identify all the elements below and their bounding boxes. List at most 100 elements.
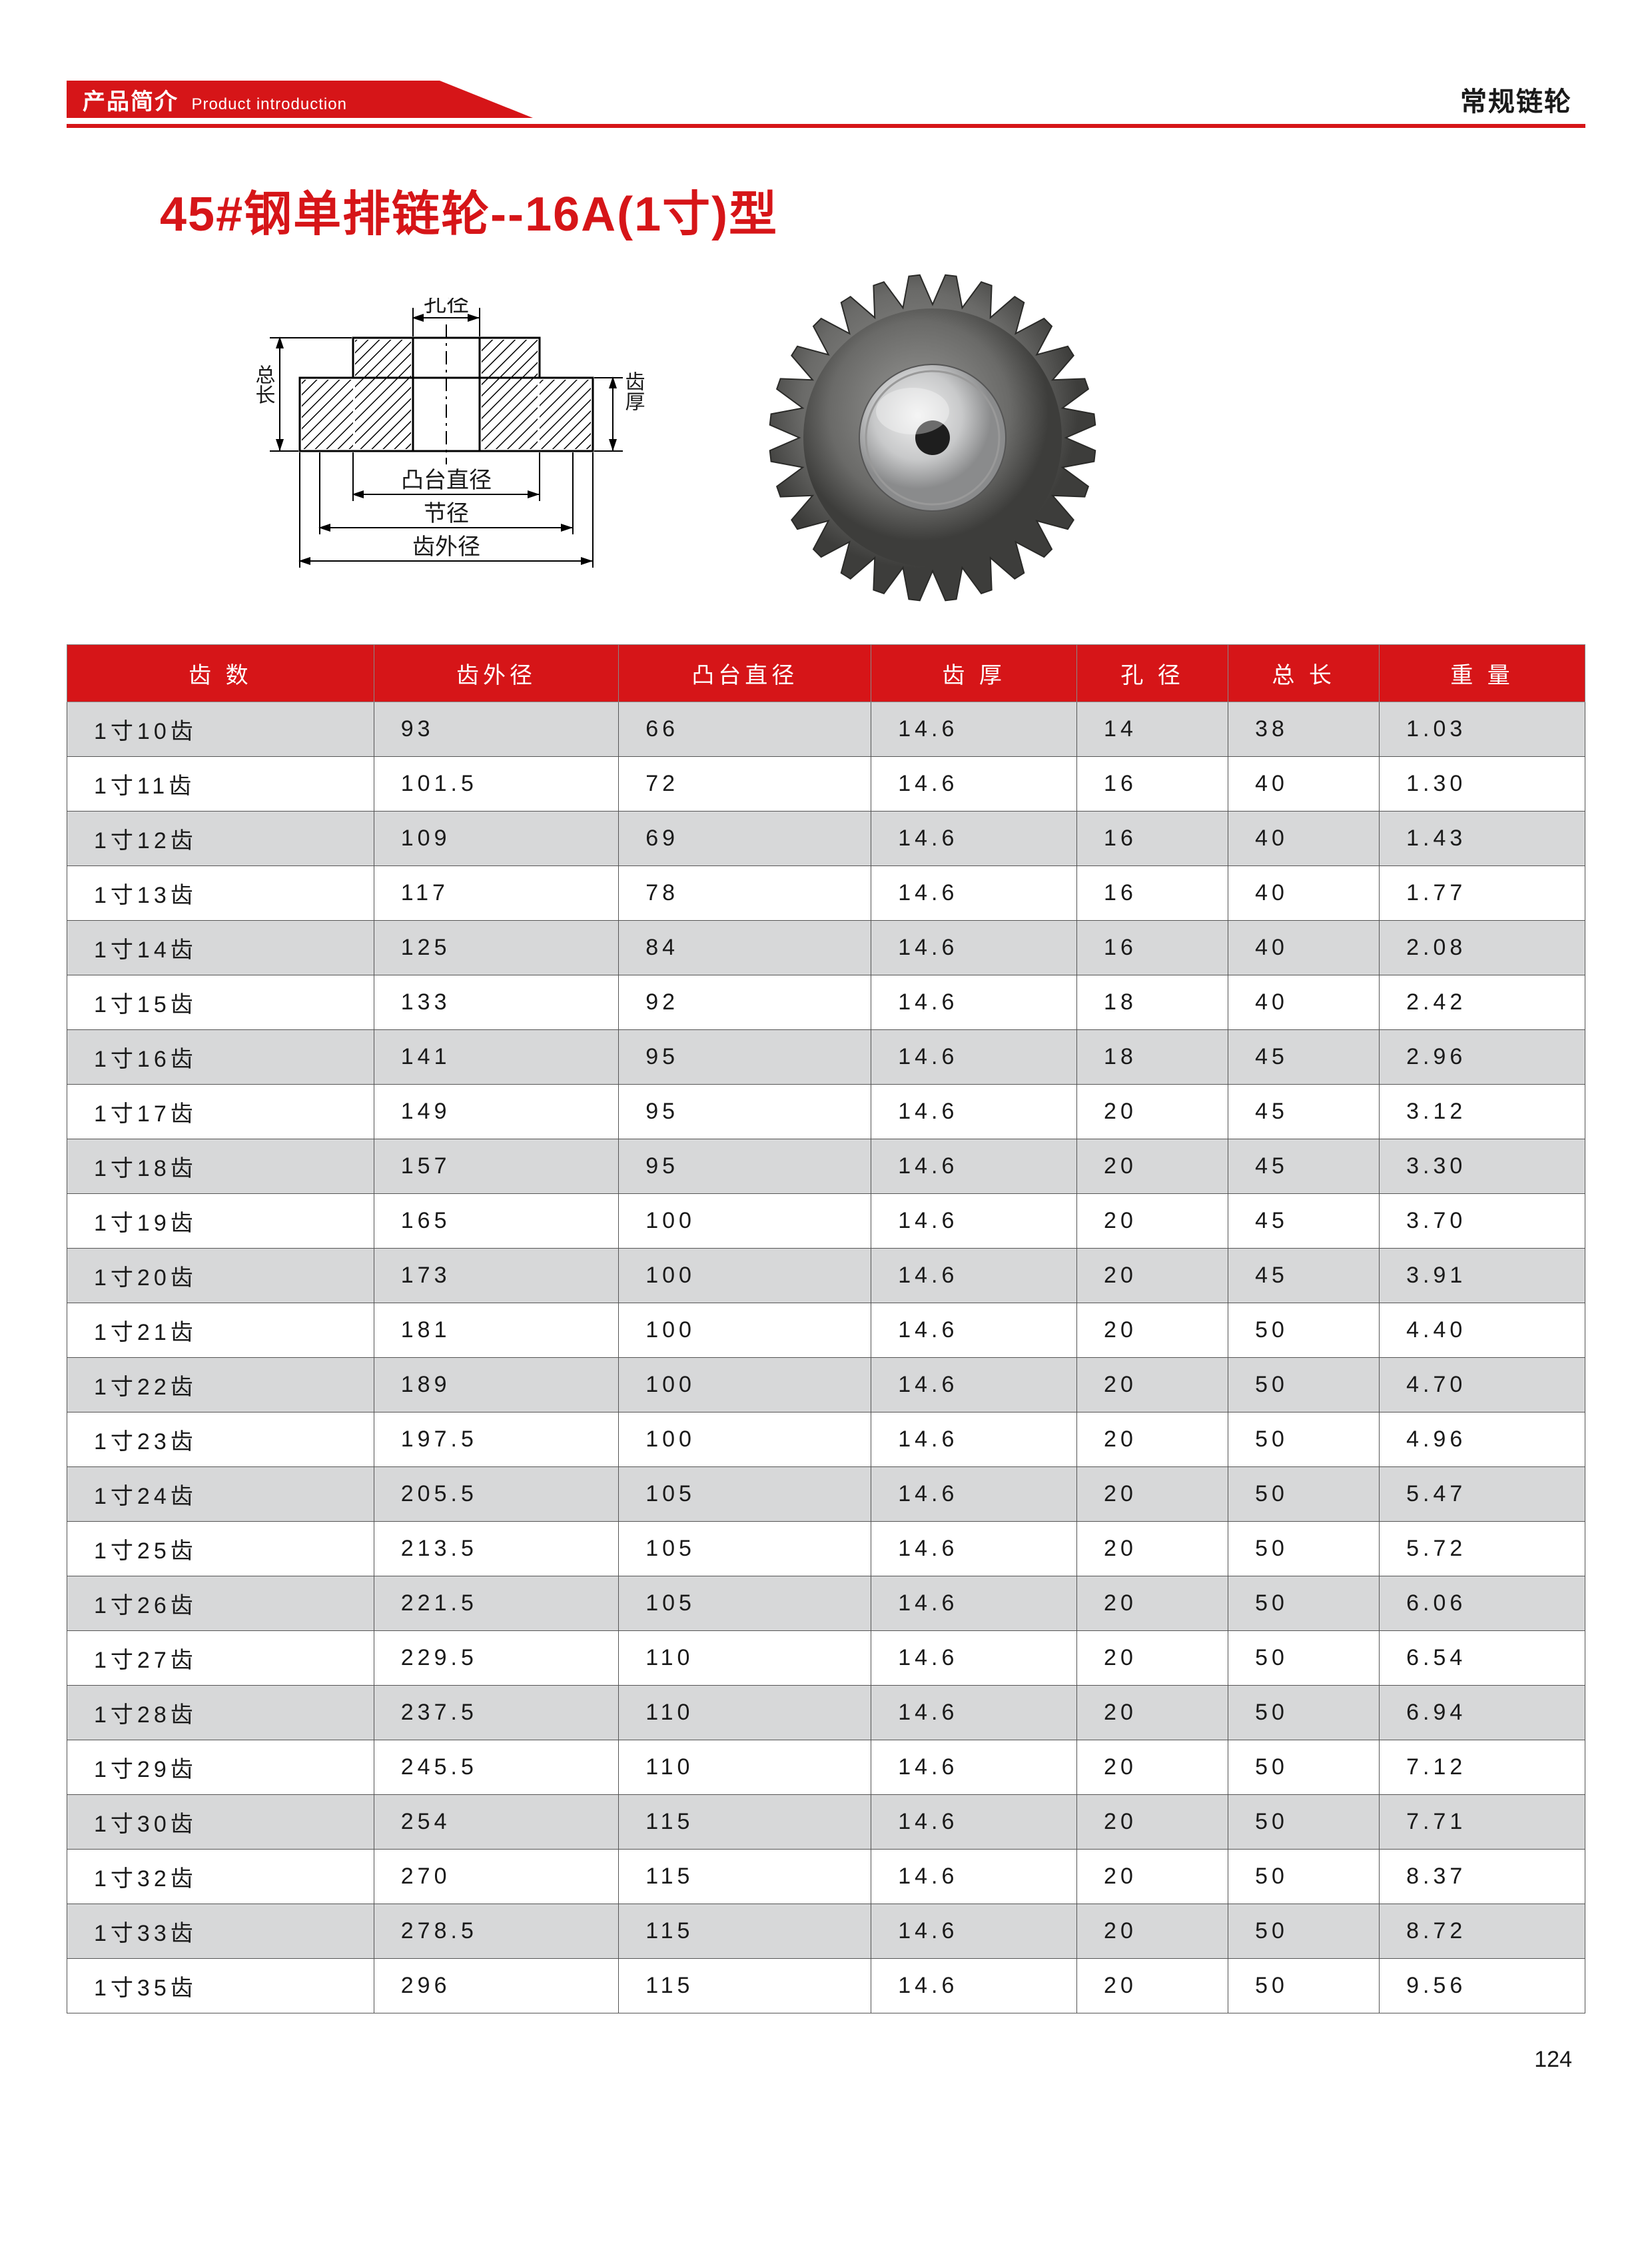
table-row: 1寸21齿18110014.620504.40 [67, 1303, 1585, 1358]
table-cell: 3.12 [1380, 1085, 1585, 1139]
table-cell: 1寸27齿 [67, 1631, 374, 1686]
table-cell: 20 [1077, 1959, 1228, 2013]
table-cell: 50 [1228, 1795, 1380, 1850]
table-cell: 205.5 [374, 1467, 618, 1522]
table-cell: 109 [374, 812, 618, 866]
table-cell: 173 [374, 1249, 618, 1303]
table-cell: 2.08 [1380, 921, 1585, 975]
table-cell: 20 [1077, 1522, 1228, 1576]
table-cell: 45 [1228, 1249, 1380, 1303]
table-cell: 50 [1228, 1959, 1380, 2013]
table-cell: 1寸16齿 [67, 1030, 374, 1085]
table-cell: 20 [1077, 1686, 1228, 1740]
table-cell: 50 [1228, 1522, 1380, 1576]
table-cell: 100 [619, 1249, 871, 1303]
table-cell: 1寸32齿 [67, 1850, 374, 1904]
table-cell: 14.6 [871, 1249, 1077, 1303]
table-cell: 14.6 [871, 1303, 1077, 1358]
table-cell: 50 [1228, 1467, 1380, 1522]
table-cell: 8.72 [1380, 1904, 1585, 1959]
label-tooth-thick: 齿厚 [622, 371, 645, 411]
table-row: 1寸28齿237.511014.620506.94 [67, 1686, 1585, 1740]
table-cell: 40 [1228, 866, 1380, 921]
table-row: 1寸32齿27011514.620508.37 [67, 1850, 1585, 1904]
table-cell: 38 [1228, 702, 1380, 757]
product-photo [746, 265, 1119, 611]
table-cell: 18 [1077, 975, 1228, 1030]
table-cell: 40 [1228, 975, 1380, 1030]
table-cell: 237.5 [374, 1686, 618, 1740]
table-cell: 20 [1077, 1850, 1228, 1904]
table-cell: 115 [619, 1904, 871, 1959]
table-cell: 20 [1077, 1249, 1228, 1303]
table-cell: 66 [619, 702, 871, 757]
table-cell: 20 [1077, 1904, 1228, 1959]
table-cell: 14.6 [871, 1795, 1077, 1850]
table-cell: 7.71 [1380, 1795, 1585, 1850]
table-row: 1寸20齿17310014.620453.91 [67, 1249, 1585, 1303]
table-cell: 100 [619, 1303, 871, 1358]
table-cell: 6.06 [1380, 1576, 1585, 1631]
table-cell: 115 [619, 1850, 871, 1904]
table-cell: 1寸26齿 [67, 1576, 374, 1631]
table-cell: 213.5 [374, 1522, 618, 1576]
header-row: 产品简介 Product introduction 常规链轮 [67, 80, 1585, 119]
table-cell: 1寸12齿 [67, 812, 374, 866]
table-cell: 45 [1228, 1139, 1380, 1194]
table-cell: 16 [1077, 866, 1228, 921]
table-cell: 229.5 [374, 1631, 618, 1686]
col-header: 凸台直径 [619, 645, 871, 702]
table-row: 1寸22齿18910014.620504.70 [67, 1358, 1585, 1412]
table-row: 1寸24齿205.510514.620505.47 [67, 1467, 1585, 1522]
table-cell: 4.96 [1380, 1412, 1585, 1467]
table-cell: 1.77 [1380, 866, 1585, 921]
table-cell: 115 [619, 1795, 871, 1850]
table-row: 1寸29齿245.511014.620507.12 [67, 1740, 1585, 1795]
table-cell: 100 [619, 1194, 871, 1249]
table-cell: 14.6 [871, 812, 1077, 866]
table-cell: 45 [1228, 1085, 1380, 1139]
table-cell: 1寸14齿 [67, 921, 374, 975]
table-cell: 1.30 [1380, 757, 1585, 812]
table-cell: 40 [1228, 757, 1380, 812]
table-cell: 2.42 [1380, 975, 1585, 1030]
table-cell: 50 [1228, 1631, 1380, 1686]
spec-table: 齿 数齿外径凸台直径齿 厚孔 径总 长重 量 1寸10齿936614.61438… [67, 644, 1585, 2013]
table-cell: 245.5 [374, 1740, 618, 1795]
table-cell: 93 [374, 702, 618, 757]
technical-diagram: 孔径 齿厚 总长 凸台直径 节径 齿外径 [240, 298, 666, 578]
table-cell: 2.96 [1380, 1030, 1585, 1085]
table-row: 1寸25齿213.510514.620505.72 [67, 1522, 1585, 1576]
table-cell: 40 [1228, 812, 1380, 866]
col-header: 总 长 [1228, 645, 1380, 702]
table-cell: 1寸28齿 [67, 1686, 374, 1740]
col-header: 孔 径 [1077, 645, 1228, 702]
table-cell: 20 [1077, 1358, 1228, 1412]
label-outer-dia: 齿外径 [412, 534, 480, 560]
table-cell: 296 [374, 1959, 618, 2013]
table-row: 1寸17齿1499514.620453.12 [67, 1085, 1585, 1139]
table-cell: 84 [619, 921, 871, 975]
table-cell: 1寸33齿 [67, 1904, 374, 1959]
table-cell: 1寸19齿 [67, 1194, 374, 1249]
table-cell: 110 [619, 1740, 871, 1795]
table-cell: 1寸15齿 [67, 975, 374, 1030]
table-cell: 50 [1228, 1576, 1380, 1631]
label-total-len: 总长 [252, 364, 275, 404]
table-cell: 14.6 [871, 702, 1077, 757]
table-cell: 40 [1228, 921, 1380, 975]
table-cell: 16 [1077, 812, 1228, 866]
table-cell: 4.70 [1380, 1358, 1585, 1412]
table-cell: 72 [619, 757, 871, 812]
table-cell: 14.6 [871, 1085, 1077, 1139]
table-cell: 20 [1077, 1795, 1228, 1850]
page-number: 124 [67, 2047, 1585, 2073]
table-cell: 20 [1077, 1576, 1228, 1631]
table-cell: 189 [374, 1358, 618, 1412]
table-cell: 1寸24齿 [67, 1467, 374, 1522]
table-head: 齿 数齿外径凸台直径齿 厚孔 径总 长重 量 [67, 645, 1585, 702]
table-cell: 254 [374, 1795, 618, 1850]
table-cell: 1寸29齿 [67, 1740, 374, 1795]
table-cell: 14.6 [871, 757, 1077, 812]
table-cell: 14.6 [871, 921, 1077, 975]
